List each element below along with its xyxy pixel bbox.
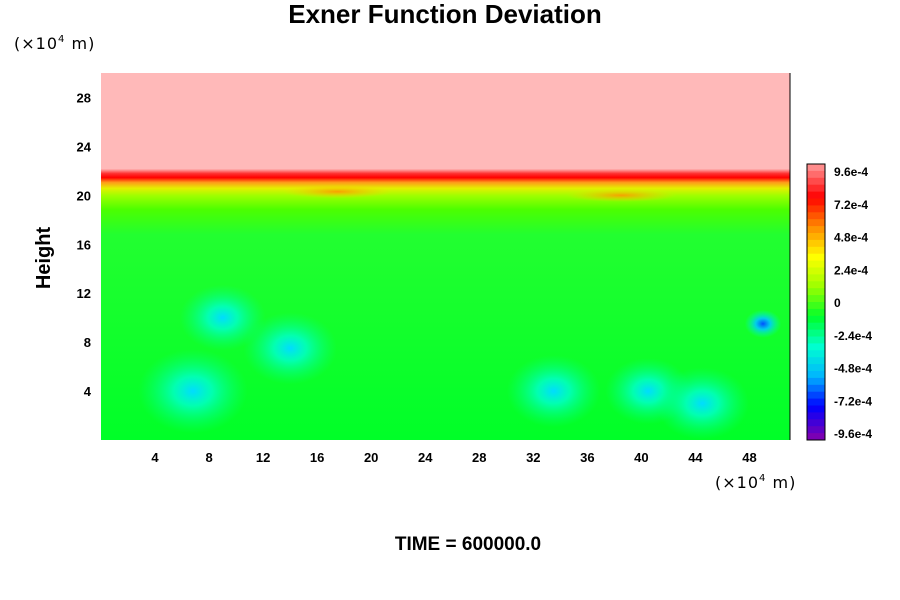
colorbar-band <box>807 426 825 434</box>
y-tick-label: 28 <box>77 90 91 105</box>
colorbar-band <box>807 384 825 393</box>
colorbar-band <box>807 205 825 213</box>
y-axis-unit: (×104 m) <box>14 34 95 53</box>
field-feature-8 <box>566 188 677 202</box>
colorbar-band <box>807 391 825 400</box>
colorbar-band <box>807 281 825 289</box>
field-feature-1 <box>243 312 337 385</box>
x-tick-label: 20 <box>364 450 378 465</box>
x-tick-label: 28 <box>472 450 486 465</box>
x-tick-labels: 4 8 12 16 20 24 28 32 36 40 44 48 <box>151 450 756 465</box>
colorbar: 9.6e-4 7.2e-4 4.8e-4 2.4e-4 0 -2.4e-4 -4.8e-4 -… <box>806 163 872 441</box>
colorbar-band <box>807 260 825 268</box>
colorbar-band <box>807 329 825 337</box>
colorbar-label: 9.6e-4 <box>834 165 868 179</box>
chart-title: Exner Function Deviation <box>288 0 602 29</box>
x-axis-unit: (×104 m) <box>715 473 796 492</box>
field-feature-0 <box>138 349 248 434</box>
colorbar-band <box>807 164 825 172</box>
colorbar-label: -2.4e-4 <box>834 329 872 343</box>
colorbar-band <box>807 253 825 262</box>
y-tick-label: 24 <box>77 139 92 154</box>
x-tick-label: 24 <box>418 450 433 465</box>
colorbar-band <box>807 267 825 275</box>
colorbar-frame <box>806 163 826 441</box>
x-tick-label: 8 <box>205 450 212 465</box>
plot-area <box>101 73 791 440</box>
x-tick-label: 40 <box>634 450 648 465</box>
x-axis-unit-prefix: (×10 <box>715 473 759 492</box>
colorbar-band <box>807 170 825 179</box>
colorbar-band <box>807 364 825 372</box>
x-tick-label: 32 <box>526 450 540 465</box>
colorbar-band <box>807 184 825 193</box>
colorbar-band <box>807 357 825 365</box>
colorbar-band <box>807 274 825 282</box>
field-features <box>138 185 782 440</box>
y-tick-label: 20 <box>77 188 91 203</box>
colorbar-band <box>807 302 825 310</box>
colorbar-band <box>807 288 825 296</box>
colorbar-band <box>807 405 825 413</box>
field-feature-6 <box>744 309 782 338</box>
field-feature-3 <box>506 355 601 428</box>
y-axis-label: Height <box>33 227 55 290</box>
colorbar-band <box>807 322 825 331</box>
y-axis-unit-suffix: m) <box>65 34 95 53</box>
colorbar-label: 2.4e-4 <box>834 263 868 277</box>
colorbar-label: -4.8e-4 <box>834 362 872 376</box>
colorbar-band <box>807 371 825 379</box>
colorbar-band <box>807 212 825 220</box>
field-feature-7 <box>282 185 393 199</box>
x-tick-label: 44 <box>688 450 703 465</box>
colorbar-band <box>807 433 825 441</box>
y-tick-labels: 4 8 12 16 20 24 28 <box>77 90 92 399</box>
y-axis-unit-prefix: (×10 <box>14 34 58 53</box>
x-tick-label: 16 <box>310 450 324 465</box>
colorbar-band <box>807 336 825 344</box>
colorbar-label: -9.6e-4 <box>834 427 872 441</box>
colorbar-band <box>807 308 825 317</box>
colorbar-label: 0 <box>834 296 841 310</box>
colorbar-band <box>807 315 825 324</box>
colorbar-band <box>807 295 825 303</box>
colorbar-band <box>807 219 825 227</box>
x-tick-label: 36 <box>580 450 594 465</box>
colorbar-band <box>807 398 825 406</box>
colorbar-band <box>807 198 825 206</box>
y-axis-unit-exponent: 4 <box>58 34 65 45</box>
colorbar-band <box>807 246 825 255</box>
x-axis-unit-exponent: 4 <box>759 473 766 484</box>
colorbar-label: -7.2e-4 <box>834 394 872 408</box>
x-axis-unit-suffix: m) <box>766 473 796 492</box>
y-tick-label: 16 <box>77 237 91 252</box>
field-feature-2 <box>179 284 266 351</box>
y-tick-label: 4 <box>84 384 92 399</box>
colorbar-band <box>807 419 825 427</box>
colorbar-band <box>807 343 825 351</box>
colorbar-band <box>807 239 825 248</box>
colorbar-label: 4.8e-4 <box>834 231 868 245</box>
colorbar-band <box>807 350 825 358</box>
colorbar-band <box>807 233 825 241</box>
colorbar-band <box>807 191 825 199</box>
y-tick-label: 8 <box>84 335 91 350</box>
colorbar-band <box>807 377 825 386</box>
field-feature-5 <box>655 367 749 440</box>
x-tick-label: 4 <box>151 450 159 465</box>
colorbar-band <box>807 412 825 420</box>
x-tick-label: 12 <box>256 450 270 465</box>
y-tick-label: 12 <box>77 286 91 301</box>
colorbar-band <box>807 177 825 186</box>
colorbar-band <box>807 226 825 234</box>
time-label: TIME = 600000.0 <box>395 534 541 555</box>
x-tick-label: 48 <box>742 450 756 465</box>
colorbar-label: 7.2e-4 <box>834 198 868 212</box>
